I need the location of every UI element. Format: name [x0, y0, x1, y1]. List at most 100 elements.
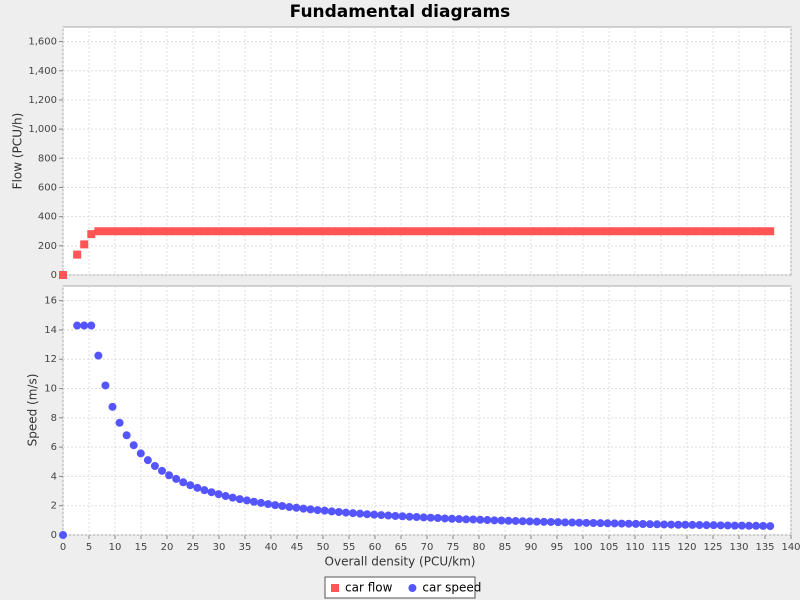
y-tick-label: 0: [51, 530, 57, 541]
point: [589, 227, 598, 236]
point: [271, 501, 280, 510]
point: [264, 227, 273, 236]
x-tick-label: 25: [187, 542, 200, 553]
y-tick-label: 16: [44, 296, 57, 307]
point: [285, 503, 294, 512]
point: [278, 501, 287, 510]
x-tick-label: 95: [551, 542, 564, 553]
point: [497, 516, 506, 525]
point: [447, 514, 456, 523]
y-tick-label: 14: [44, 325, 57, 336]
x-tick-label: 40: [265, 542, 278, 553]
point: [370, 227, 379, 236]
point: [278, 227, 287, 236]
point: [709, 521, 718, 530]
point: [752, 227, 761, 236]
legend-label: car speed: [422, 581, 481, 595]
point: [624, 519, 633, 528]
x-tick-label: 90: [525, 542, 538, 553]
point: [115, 227, 124, 236]
point: [744, 521, 753, 530]
point: [320, 506, 329, 515]
point: [87, 230, 96, 239]
point: [688, 227, 697, 236]
point: [313, 506, 322, 515]
point: [518, 517, 527, 526]
point: [221, 492, 230, 501]
x-tick-label: 105: [599, 542, 618, 553]
point: [716, 227, 725, 236]
point: [377, 511, 386, 520]
point: [271, 227, 280, 236]
point: [596, 519, 605, 528]
x-tick-label: 50: [317, 542, 330, 553]
point: [306, 505, 315, 514]
legend-label: car flow: [345, 581, 393, 595]
legend-swatch: [331, 584, 339, 592]
point: [426, 513, 435, 522]
y-tick-label: 1,600: [28, 37, 57, 48]
point: [447, 227, 456, 236]
point: [398, 227, 407, 236]
point: [143, 227, 152, 236]
point: [532, 227, 541, 236]
point: [179, 227, 188, 236]
x-tick-label: 125: [703, 542, 722, 553]
point: [313, 227, 322, 236]
point: [377, 227, 386, 236]
point: [744, 227, 753, 236]
point: [617, 519, 626, 528]
point: [242, 227, 251, 236]
point: [249, 497, 258, 506]
point: [589, 518, 598, 527]
point: [667, 227, 676, 236]
point: [299, 504, 308, 513]
point: [363, 227, 372, 236]
point: [158, 466, 167, 475]
point: [129, 227, 138, 236]
point: [419, 513, 428, 522]
y-tick-label: 200: [38, 241, 57, 252]
point: [108, 227, 117, 236]
point: [129, 441, 138, 450]
point: [412, 512, 421, 521]
point: [462, 515, 471, 524]
x-tick-label: 55: [343, 542, 356, 553]
legend-swatch: [408, 584, 417, 592]
point: [405, 512, 414, 521]
point: [87, 321, 96, 330]
x-tick-label: 100: [573, 542, 592, 553]
x-tick-label: 15: [135, 542, 148, 553]
point: [610, 519, 619, 528]
point: [73, 321, 82, 330]
point: [264, 500, 273, 509]
chart-title: Fundamental diagrams: [290, 2, 511, 22]
point: [94, 351, 103, 360]
x-tick-label: 0: [60, 542, 66, 553]
point: [165, 471, 174, 480]
point: [73, 250, 82, 259]
y-tick-label: 400: [38, 212, 57, 223]
point: [398, 512, 407, 521]
point: [766, 227, 775, 236]
x-tick-label: 115: [651, 542, 670, 553]
x-tick-label: 80: [473, 542, 486, 553]
point: [101, 381, 110, 390]
point: [483, 227, 492, 236]
point: [356, 227, 365, 236]
y-tick-label: 12: [44, 354, 57, 365]
point: [136, 227, 145, 236]
point: [391, 511, 400, 520]
point: [660, 227, 669, 236]
point: [582, 518, 591, 527]
point: [228, 227, 237, 236]
point: [214, 227, 223, 236]
point: [575, 518, 584, 527]
point: [667, 520, 676, 529]
point: [221, 227, 230, 236]
point: [158, 227, 167, 236]
point: [136, 449, 145, 458]
point: [348, 227, 357, 236]
y-tick-label: 6: [51, 442, 57, 453]
